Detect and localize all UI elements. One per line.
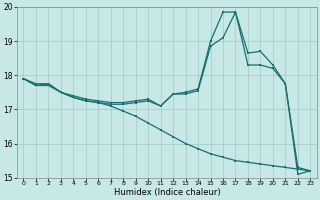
X-axis label: Humidex (Indice chaleur): Humidex (Indice chaleur) xyxy=(114,188,220,197)
